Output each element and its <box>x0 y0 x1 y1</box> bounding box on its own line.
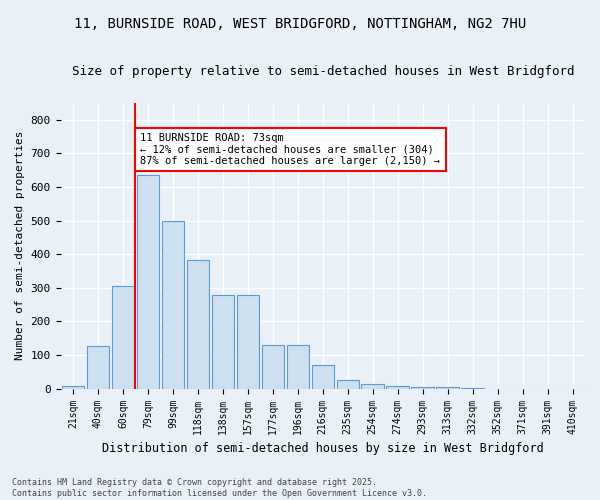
Text: Contains HM Land Registry data © Crown copyright and database right 2025.
Contai: Contains HM Land Registry data © Crown c… <box>12 478 427 498</box>
Bar <box>187 260 209 388</box>
Bar <box>262 345 284 389</box>
Bar <box>212 295 234 388</box>
Bar <box>112 286 134 388</box>
Text: 11, BURNSIDE ROAD, WEST BRIDGFORD, NOTTINGHAM, NG2 7HU: 11, BURNSIDE ROAD, WEST BRIDGFORD, NOTTI… <box>74 18 526 32</box>
Bar <box>62 386 84 388</box>
Bar <box>161 220 184 388</box>
Bar <box>287 345 309 389</box>
Bar <box>236 295 259 388</box>
Text: 11 BURNSIDE ROAD: 73sqm
← 12% of semi-detached houses are smaller (304)
87% of s: 11 BURNSIDE ROAD: 73sqm ← 12% of semi-de… <box>140 133 440 166</box>
Bar <box>87 346 109 389</box>
X-axis label: Distribution of semi-detached houses by size in West Bridgford: Distribution of semi-detached houses by … <box>102 442 544 455</box>
Bar <box>436 387 459 388</box>
Bar <box>412 387 434 388</box>
Y-axis label: Number of semi-detached properties: Number of semi-detached properties <box>15 131 25 360</box>
Bar <box>337 380 359 388</box>
Bar <box>361 384 384 388</box>
Title: Size of property relative to semi-detached houses in West Bridgford: Size of property relative to semi-detach… <box>71 65 574 78</box>
Bar <box>386 386 409 388</box>
Bar <box>137 175 159 388</box>
Bar <box>311 365 334 388</box>
